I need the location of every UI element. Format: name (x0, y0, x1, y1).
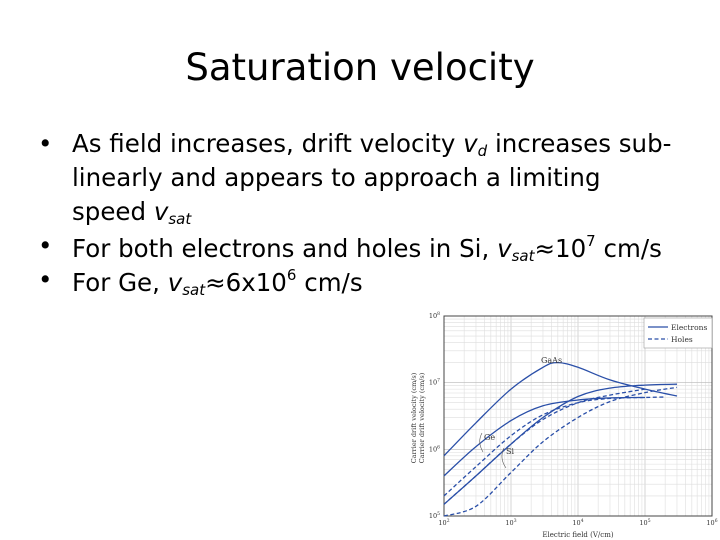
bullet-list: • As field increases, drift velocity vd … (38, 129, 708, 302)
x-tick-exponent: 5 (648, 518, 651, 524)
bullet-1: • As field increases, drift velocity vd … (38, 129, 708, 234)
bullet-2-line: For both electrons and holes in Si, vsat… (72, 234, 708, 268)
bullet-dot: • (38, 129, 53, 158)
plot-frame (443, 315, 713, 517)
bullet-3: • For Ge, vsat≈6x106 cm/s (38, 265, 708, 302)
y-tick-exponent: 5 (437, 511, 440, 517)
bullet-2-var-v: v (497, 234, 512, 263)
drift-velocity-chart: 102 103 104 105 106 105 106 107 108 Electrons Ho… (410, 311, 718, 539)
x-tick-label: 106 (706, 518, 717, 527)
curve-electrons-gaas (443, 361, 678, 457)
bullet-2: • For both electrons and holes in Si, vs… (38, 231, 708, 268)
bullet-dot: • (38, 231, 53, 260)
legend-label-holes: Holes (671, 335, 693, 344)
bullet-2-sub-sat: sat (511, 247, 535, 265)
y-axis-label-1: Carrier drift velocity (cm/s) (410, 372, 418, 463)
annotation-ge: Ge (484, 433, 495, 442)
bullet-2-approx: ≈10 (534, 234, 587, 263)
bullet-dot: • (38, 265, 53, 294)
bullet-1-line-1: As field increases, drift velocity vd in… (72, 129, 708, 166)
bullet-1-text-a: As field increases, drift velocity (72, 129, 464, 158)
bullet-3-sub-sat: sat (182, 281, 206, 299)
x-tick-label: 104 (572, 518, 583, 527)
slide-title: Saturation velocity (185, 46, 535, 89)
y-tick-label: 105 (429, 511, 440, 520)
x-tick-exponent: 6 (715, 518, 718, 524)
bullet-1-sub-d: d (477, 142, 488, 160)
y-tick-label: 108 (429, 311, 440, 320)
bullet-1-var-v: v (463, 129, 478, 158)
bullet-3-unit: cm/s (296, 268, 363, 297)
annotation-si: Si (506, 447, 514, 456)
chart-grid (443, 316, 712, 517)
x-tick-label: 103 (505, 518, 516, 527)
bullet-3-exponent: 6 (286, 266, 297, 284)
bullet-1-text-b: increases sub- (487, 129, 672, 158)
bullet-1-sub-sat: sat (168, 210, 192, 228)
x-tick-label: 102 (438, 518, 449, 527)
bullet-3-var-v: v (167, 268, 183, 297)
bullet-2-text-a: For both electrons and holes in Si, (72, 234, 498, 263)
x-tick-exponent: 3 (514, 518, 517, 524)
y-tick-exponent: 8 (437, 311, 440, 317)
bullet-2-unit: cm/s (595, 234, 662, 263)
bullet-2-exponent: 7 (586, 232, 596, 250)
legend-label-electrons: Electrons (671, 323, 707, 332)
bullet-1-var-vsat: v (153, 197, 169, 226)
x-tick-exponent: 4 (581, 518, 584, 524)
legend-box (643, 317, 713, 349)
y-tick-exponent: 6 (437, 444, 440, 450)
x-tick-label: 105 (639, 518, 650, 527)
bullet-3-line: For Ge, vsat≈6x106 cm/s (72, 268, 708, 302)
bullet-1-line-3: speed vsat (72, 197, 708, 234)
bullet-1-text-c: speed (72, 197, 154, 226)
annotation-si-pointer (501, 447, 507, 469)
y-axis-label-2: Carrier drift velocity (cm/s) (418, 372, 426, 463)
chart-curves (443, 361, 678, 517)
chart-tick-labels: 102 103 104 105 106 105 106 107 108 (429, 311, 718, 527)
chart-legend: Electrons Holes (643, 317, 713, 349)
bullet-1-line-2: linearly and appears to approach a limit… (72, 163, 601, 192)
bullet-3-approx: ≈6x10 (205, 268, 287, 297)
y-tick-exponent: 7 (437, 378, 440, 384)
x-axis-label: Electric field (V/cm) (542, 531, 613, 539)
annotation-gaas: GaAs (541, 356, 562, 365)
y-tick-label: 107 (429, 378, 440, 387)
annotation-ge-pointer (479, 432, 484, 453)
curve-holes-ge (443, 396, 666, 497)
bullet-3-text-a: For Ge, (72, 268, 168, 297)
y-tick-label: 106 (429, 444, 440, 453)
x-tick-exponent: 2 (447, 518, 450, 524)
curve-holes-gaas (443, 388, 646, 505)
